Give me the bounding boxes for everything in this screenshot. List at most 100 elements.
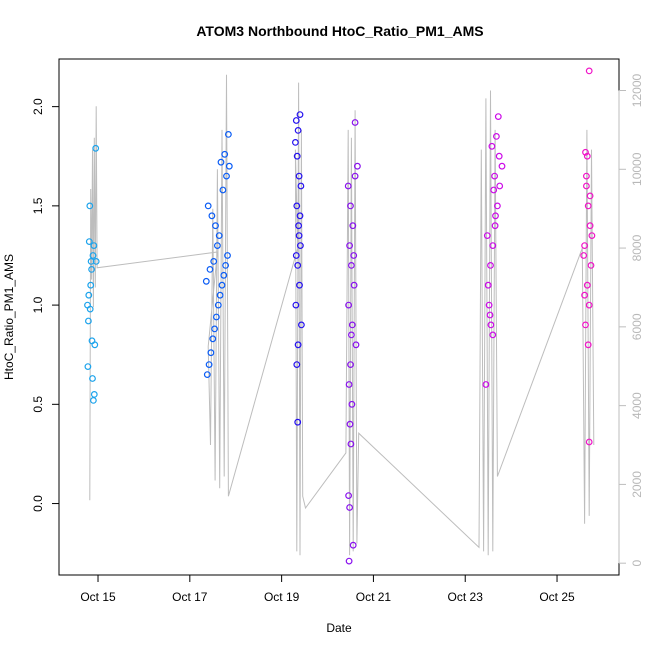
data-point: [84, 301, 91, 309]
data-point: [220, 271, 228, 279]
data-point: [347, 440, 355, 448]
data-point: [581, 242, 588, 250]
right-y-axis: 0 2000 4000 6000 8000 10000 12000: [618, 74, 644, 567]
data-point: [210, 258, 218, 265]
data-point: [495, 152, 503, 160]
y-tick-label: 0.5: [31, 396, 45, 413]
data-point: [85, 238, 93, 246]
data-point: [206, 266, 214, 273]
data-point: [219, 186, 227, 194]
right-y-tick-label: 10000: [630, 152, 644, 186]
data-point: [498, 162, 506, 170]
data-point: [582, 148, 589, 156]
right-y-tick-label: 2000: [630, 471, 644, 498]
data-point: [209, 335, 217, 343]
x-tick-label: Oct 19: [264, 590, 300, 604]
x-tick-label: Oct 23: [448, 590, 484, 604]
data-point: [344, 182, 352, 190]
data-point: [484, 281, 492, 289]
data-point: [215, 232, 223, 240]
altitude-trace-layer: [89, 74, 595, 556]
data-point: [494, 113, 502, 120]
data-point: [491, 222, 499, 230]
y-axis: 0.0 0.5 1.0 1.5 2.0: [31, 98, 60, 512]
data-point: [492, 212, 499, 220]
data-point: [211, 325, 219, 333]
data-point: [583, 152, 591, 160]
series-2: [292, 111, 305, 426]
x-axis-label: Date: [326, 621, 352, 635]
data-point: [292, 301, 300, 309]
data-point: [207, 349, 215, 357]
data-point: [293, 202, 301, 210]
data-point: [582, 321, 589, 329]
series-5: [580, 67, 596, 446]
x-tick-label: Oct 21: [356, 590, 392, 604]
data-point: [293, 361, 301, 369]
data-point: [205, 361, 213, 369]
data-point: [204, 202, 212, 210]
right-y-tick-label: 6000: [630, 313, 644, 340]
data-point: [296, 212, 304, 220]
data-point: [294, 341, 302, 349]
data-point: [208, 212, 216, 220]
data-point: [202, 277, 210, 285]
x-tick-label: Oct 17: [172, 590, 208, 604]
right-y-tick-label: 0: [630, 560, 644, 567]
data-point: [222, 262, 230, 269]
data-point: [581, 291, 588, 299]
data-point: [91, 341, 99, 349]
data-point: [295, 172, 303, 180]
data-point: [90, 391, 98, 398]
data-points-layer: [84, 67, 596, 565]
data-point: [348, 331, 355, 339]
right-y-tick-label: 4000: [630, 392, 644, 419]
data-point: [585, 301, 593, 309]
y-tick-label: 2.0: [31, 98, 45, 115]
data-point: [214, 301, 222, 309]
data-point: [217, 158, 225, 166]
data-point: [85, 291, 93, 299]
data-point: [349, 222, 357, 230]
y-tick-label: 0.0: [31, 495, 45, 512]
data-point: [489, 242, 497, 250]
data-point: [346, 420, 354, 428]
data-point: [216, 291, 224, 299]
data-point: [487, 321, 495, 329]
data-point: [223, 172, 230, 180]
data-point: [348, 400, 356, 408]
data-point: [586, 192, 594, 200]
data-point: [346, 242, 354, 250]
data-point: [483, 232, 491, 240]
data-point: [348, 262, 355, 269]
data-point: [496, 182, 504, 190]
data-point: [486, 311, 494, 319]
data-point: [224, 252, 231, 259]
data-point: [346, 504, 354, 511]
data-point: [584, 202, 592, 210]
data-point: [494, 202, 501, 210]
data-point: [87, 281, 95, 289]
data-point: [585, 67, 593, 75]
data-point: [348, 321, 356, 329]
data-point: [585, 438, 593, 446]
data-point: [584, 341, 592, 349]
y-tick-label: 1.0: [31, 296, 45, 313]
data-point: [86, 202, 94, 210]
data-point: [487, 262, 494, 269]
data-point: [490, 186, 498, 194]
y-tick-label: 1.5: [31, 197, 45, 214]
data-point: [489, 331, 497, 339]
data-point: [292, 138, 299, 146]
data-point: [297, 242, 304, 250]
data-point: [493, 132, 500, 140]
data-point: [295, 232, 303, 240]
data-point: [345, 557, 353, 565]
x-axis: Oct 15 Oct 17 Oct 19 Oct 21 Oct 23 Oct 25: [80, 574, 575, 604]
data-point: [485, 301, 493, 309]
data-point: [294, 126, 302, 134]
data-point: [89, 375, 96, 382]
data-point: [225, 162, 233, 170]
data-point: [580, 252, 588, 259]
data-point: [296, 111, 304, 118]
